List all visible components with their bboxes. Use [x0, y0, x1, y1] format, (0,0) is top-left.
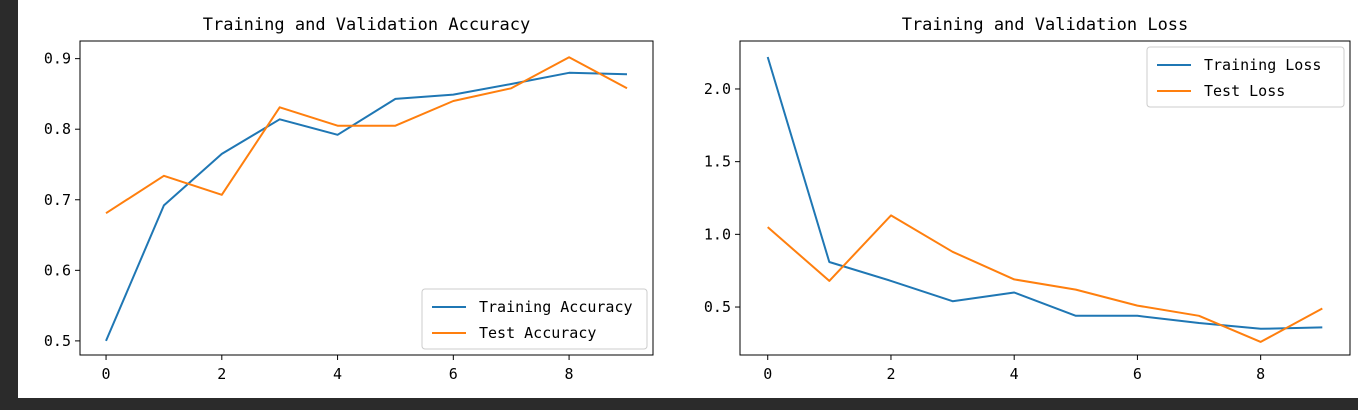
chart-2: Training and Validation Loss 0 2 4 6 8 0.5 1.0 1…	[704, 15, 1351, 383]
y-tick-label: 1.0	[704, 225, 731, 243]
legend: Training Accuracy Test Accuracy	[421, 288, 648, 350]
x-tick-label: 8	[565, 365, 574, 383]
plot-frame	[739, 40, 1351, 356]
bottom-bar	[0, 398, 1358, 410]
series-line-1	[766, 56, 1323, 330]
y-tick-label: 0.6	[44, 261, 71, 279]
plot-frame	[79, 40, 654, 356]
x-tick-label: 8	[1256, 365, 1265, 383]
y-tick-label: 0.5	[704, 298, 731, 316]
y-tick-label: 0.9	[44, 50, 71, 68]
y-tick-label: 0.7	[44, 191, 71, 209]
chart-title: Training and Validation Accuracy	[203, 15, 531, 35]
legend-label-2: Test Loss	[1204, 82, 1285, 100]
series-line-2	[767, 214, 1323, 343]
x-tick-label: 0	[102, 365, 111, 383]
series-line-2	[105, 56, 628, 215]
legend-label-1: Training Accuracy	[479, 298, 633, 316]
x-tick-label: 2	[886, 365, 895, 383]
y-tick-label: 2.0	[704, 80, 731, 98]
charts-canvas: Training and Validation Accuracy 0 2 4 6 8 0.5…	[44, 15, 1351, 383]
legend-label-1: Training Loss	[1204, 56, 1321, 74]
legend-box	[1146, 46, 1345, 108]
x-tick-label: 6	[1133, 365, 1142, 383]
x-tick-label: 6	[449, 365, 458, 383]
figure: Training and Validation Accuracy 0 2 4 6 8 0.5…	[18, 0, 1358, 398]
chart-1: Training and Validation Accuracy 0 2 4 6 8 0.5…	[44, 15, 654, 383]
x-tick-label: 4	[1010, 365, 1019, 383]
legend: Training Loss Test Loss	[1146, 46, 1345, 108]
legend-box	[421, 288, 648, 350]
y-tick-label: 0.5	[44, 332, 71, 350]
y-tick-label: 1.5	[704, 153, 731, 171]
chart-title: Training and Validation Loss	[902, 15, 1189, 35]
x-tick-label: 4	[333, 365, 342, 383]
legend-label-2: Test Accuracy	[479, 324, 596, 342]
x-tick-label: 2	[217, 365, 226, 383]
y-tick-label: 0.8	[44, 120, 71, 138]
series-line-1	[105, 71, 628, 342]
x-tick-label: 0	[763, 365, 772, 383]
